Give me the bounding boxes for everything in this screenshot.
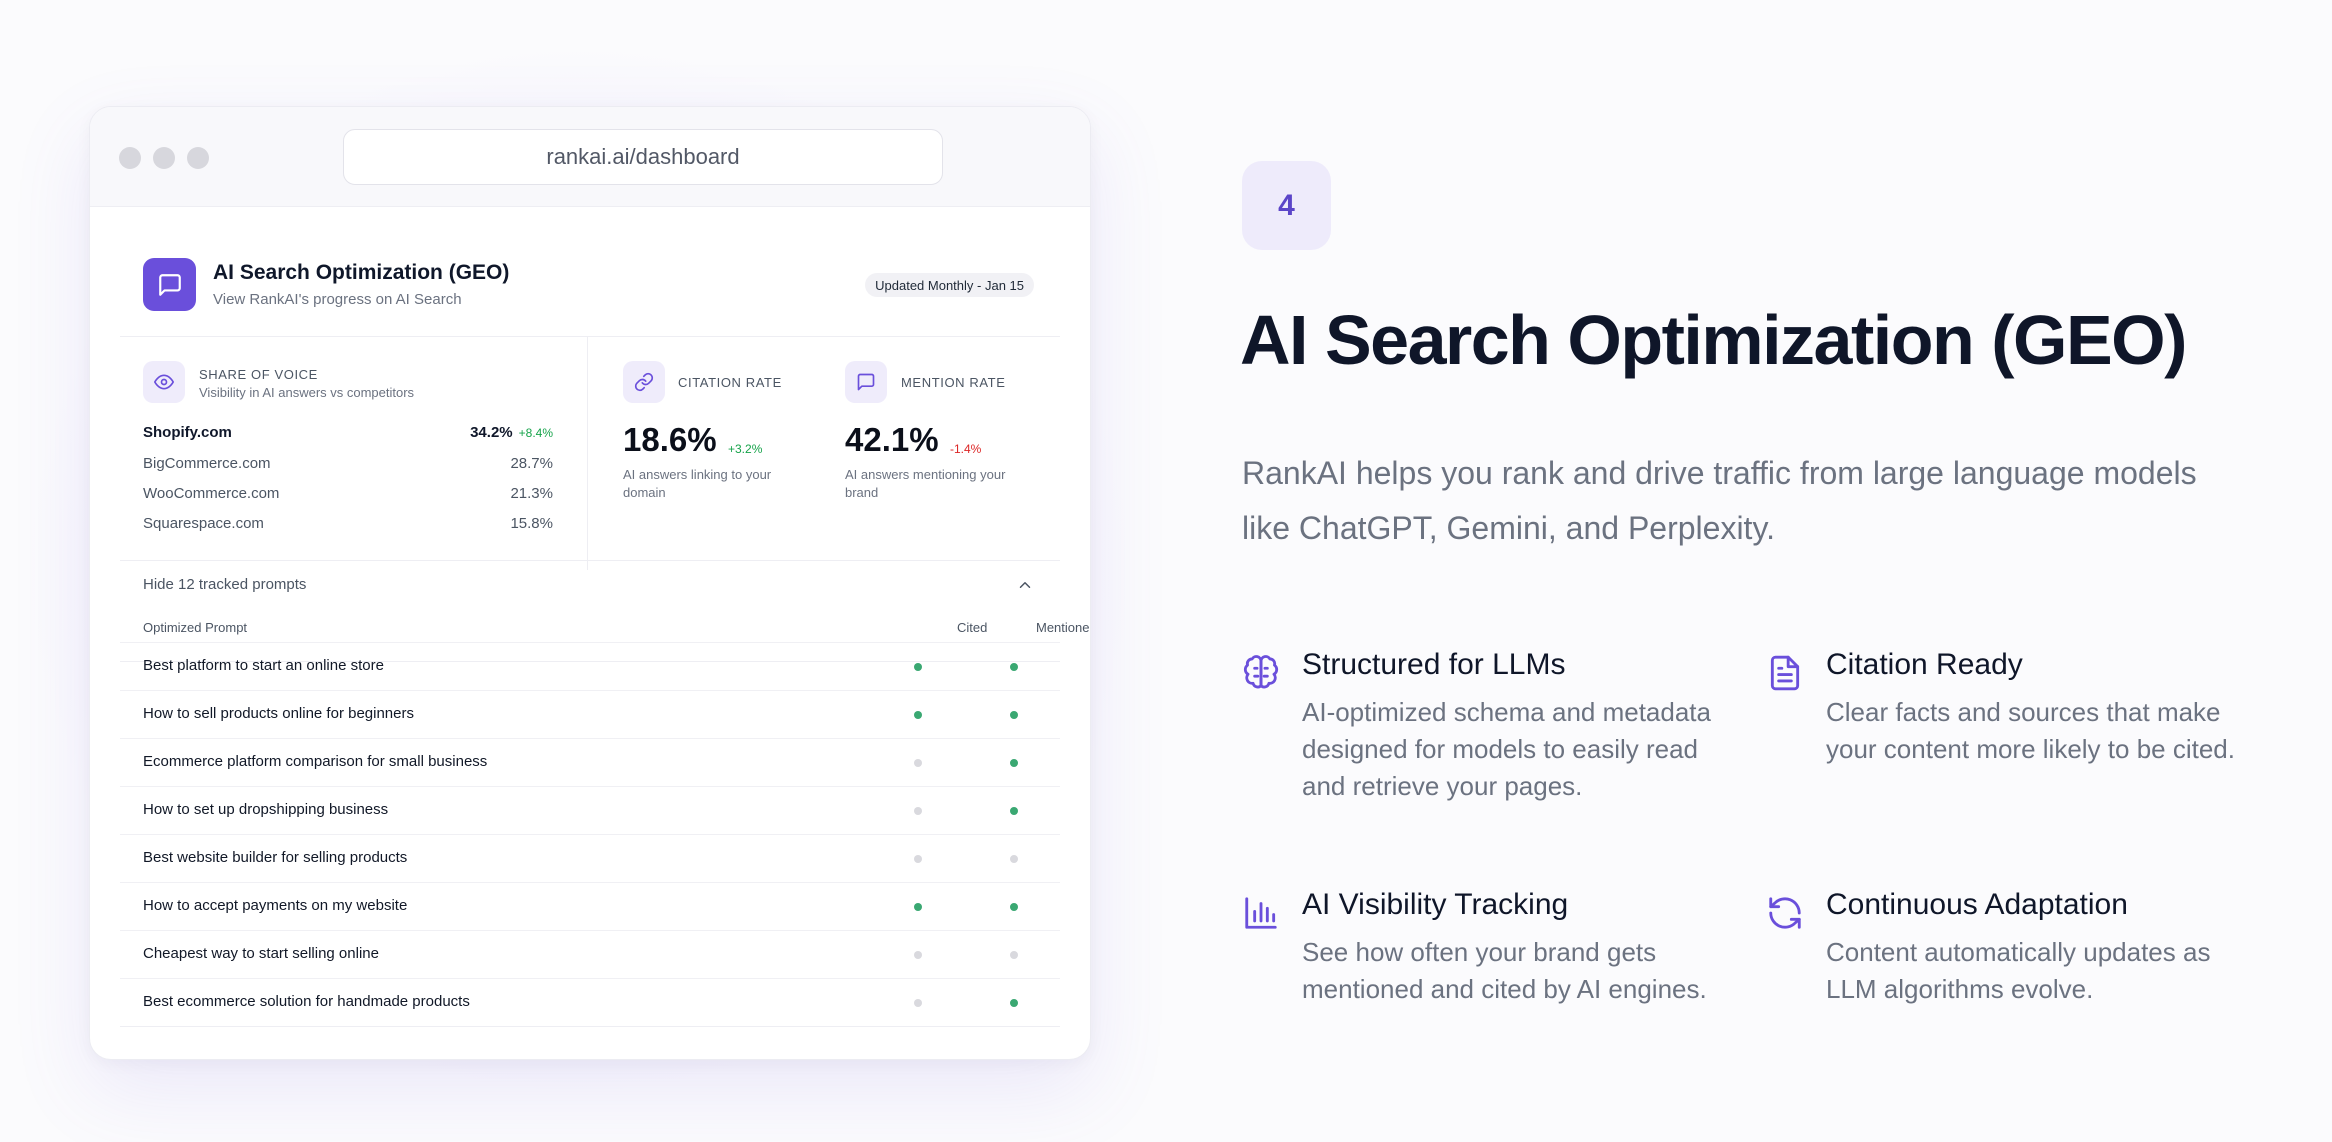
window-close-dot[interactable] [119, 147, 141, 169]
mentioned-dot-yes [1010, 711, 1018, 719]
sov-row: WooCommerce.com 21.3% [143, 485, 553, 509]
mention-rate-desc: AI answers mentioning your brand [845, 467, 1006, 500]
refresh-icon [1766, 894, 1804, 932]
cited-dot-yes [914, 663, 922, 671]
prompt-text: Best platform to start an online store [143, 657, 384, 674]
mentioned-dot-no [1010, 951, 1018, 959]
divider [120, 661, 1060, 662]
eye-icon [143, 361, 185, 403]
table-header: Optimized Prompt Cited Mentioned [143, 620, 1090, 642]
window-minimize-dot[interactable] [153, 147, 175, 169]
feature-title: Continuous Adaptation [1826, 888, 2128, 921]
divider [120, 560, 1060, 561]
sov-row: BigCommerce.com 28.7% [143, 455, 553, 479]
feature-title: AI Visibility Tracking [1302, 888, 1569, 921]
table-row[interactable]: Best website builder for selling product… [120, 834, 1060, 882]
cited-dot-yes [914, 711, 922, 719]
feature-desc: Clear facts and sources that make your c… [1826, 697, 2235, 764]
feature-title: Structured for LLMs [1302, 648, 1566, 681]
divider [120, 1026, 1060, 1027]
toggle-prompts-button[interactable]: Hide 12 tracked prompts [143, 576, 1034, 604]
divider [120, 336, 1060, 337]
sov-row: Squarespace.com 15.8% [143, 515, 553, 539]
link-icon [623, 361, 665, 403]
browser-window: rankai.ai/dashboard AI Search Optimizati… [89, 106, 1091, 1060]
mention-rate-label: MENTION RATE [901, 375, 1006, 390]
cited-dot-no [914, 951, 922, 959]
mentioned-dot-yes [1010, 903, 1018, 911]
sov-domain: BigCommerce.com [143, 455, 271, 472]
feature-desc: AI-optimized schema and metadata designe… [1302, 697, 1711, 801]
sov-domain: WooCommerce.com [143, 485, 280, 502]
table-row[interactable]: How to accept payments on my website [120, 882, 1060, 930]
sov-delta: +8.4% [518, 426, 553, 440]
toggle-prompts-label: Hide 12 tracked prompts [143, 576, 307, 593]
sov-domain: Shopify.com [143, 424, 232, 441]
sov-row-leader: Shopify.com 34.2% +8.4% [143, 424, 553, 448]
prompt-text: Best ecommerce solution for handmade pro… [143, 993, 470, 1010]
bar-chart-icon [1242, 894, 1280, 932]
table-row[interactable]: Best ecommerce solution for handmade pro… [120, 978, 1060, 1026]
sov-percent: 28.7% [510, 455, 553, 472]
table-row[interactable]: Ecommerce platform comparison for small … [120, 738, 1060, 786]
chevron-up-icon [1016, 576, 1034, 598]
feature-title: Citation Ready [1826, 648, 2023, 681]
sov-percent: 15.8% [510, 515, 553, 532]
citation-rate-label: CITATION RATE [678, 375, 782, 390]
sov-domain: Squarespace.com [143, 515, 264, 532]
sov-percent: 34.2% [470, 424, 513, 441]
prompt-text: How to set up dropshipping business [143, 801, 389, 818]
mentioned-dot-yes [1010, 999, 1018, 1007]
brain-icon [1242, 654, 1280, 692]
citation-rate-desc: AI answers linking to your domain [623, 467, 772, 500]
mentioned-dot-yes [1010, 663, 1018, 671]
updated-badge: Updated Monthly - Jan 15 [865, 273, 1034, 297]
feature-desc: See how often your brand gets mentioned … [1302, 937, 1707, 1004]
window-maximize-dot[interactable] [187, 147, 209, 169]
prompt-text: Best website builder for selling product… [143, 849, 408, 866]
dashboard: AI Search Optimization (GEO) View RankAI… [90, 208, 1090, 1059]
divider [587, 336, 588, 570]
cited-dot-no [914, 855, 922, 863]
share-of-voice-sublabel: Visibility in AI answers vs competitors [199, 385, 415, 400]
mentioned-dot-yes [1010, 807, 1018, 815]
step-badge: 4 [1242, 161, 1331, 250]
chat-bubble-icon [845, 361, 887, 403]
table-row[interactable]: Cheapest way to start selling online [120, 930, 1060, 978]
cited-dot-no [914, 759, 922, 767]
mention-rate-delta: -1.4% [950, 442, 982, 456]
feature-desc: Content automatically updates as LLM alg… [1826, 937, 2211, 1004]
col-cited-header: Cited [957, 620, 988, 635]
prompt-text: How to sell products online for beginner… [143, 705, 414, 722]
mentioned-dot-no [1010, 855, 1018, 863]
table-row[interactable]: How to set up dropshipping business [120, 786, 1060, 834]
cited-dot-no [914, 999, 922, 1007]
browser-chrome: rankai.ai/dashboard [90, 107, 1090, 207]
col-prompt-header: Optimized Prompt [143, 620, 248, 635]
citation-rate-value: 18.6% [623, 421, 717, 458]
mention-rate-value: 42.1% [845, 421, 939, 458]
mentioned-dot-yes [1010, 759, 1018, 767]
hero-lede: RankAI helps you rank and drive traffic … [1242, 455, 2197, 546]
document-icon [1766, 654, 1804, 692]
prompt-text: Ecommerce platform comparison for small … [143, 753, 488, 770]
dashboard-subtitle: View RankAI's progress on AI Search [213, 291, 462, 308]
hero-headline: AI Search Optimization (GEO) [1240, 301, 2187, 379]
cited-dot-yes [914, 903, 922, 911]
citation-rate-delta: +3.2% [728, 442, 763, 456]
table-row[interactable]: Best platform to start an online store [120, 642, 1060, 690]
address-bar[interactable]: rankai.ai/dashboard [343, 129, 943, 185]
chat-bubble-icon [143, 258, 196, 311]
sov-percent: 21.3% [510, 485, 553, 502]
prompt-text: Cheapest way to start selling online [143, 945, 379, 962]
col-mentioned-header: Mentioned [1036, 620, 1091, 635]
dashboard-title: AI Search Optimization (GEO) [213, 261, 510, 284]
table-row[interactable]: How to sell products online for beginner… [120, 690, 1060, 738]
cited-dot-no [914, 807, 922, 815]
dashboard-header: AI Search Optimization (GEO) View RankAI… [143, 258, 1034, 312]
prompt-text: How to accept payments on my website [143, 897, 408, 914]
share-of-voice-label: SHARE OF VOICE [199, 367, 318, 382]
